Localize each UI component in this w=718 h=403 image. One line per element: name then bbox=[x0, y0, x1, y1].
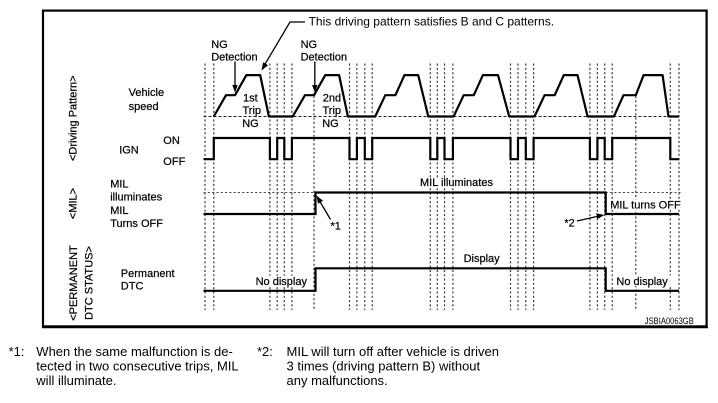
svg-text:ON: ON bbox=[163, 135, 180, 147]
svg-text:speed: speed bbox=[129, 101, 159, 113]
svg-text:Detection: Detection bbox=[301, 52, 347, 64]
svg-text:No display: No display bbox=[616, 276, 668, 288]
svg-text:MIL: MIL bbox=[110, 178, 128, 190]
svg-text:DTC STATUS>: DTC STATUS> bbox=[83, 246, 95, 320]
svg-text:MIL illuminates: MIL illuminates bbox=[420, 177, 493, 189]
svg-text:will illuminate.: will illuminate. bbox=[35, 373, 116, 388]
svg-text:OFF: OFF bbox=[163, 156, 185, 168]
svg-text:JSBIA0063GB: JSBIA0063GB bbox=[645, 316, 694, 326]
svg-text:DTC: DTC bbox=[121, 281, 144, 293]
svg-text:Vehicle: Vehicle bbox=[129, 87, 164, 99]
svg-text:MIL will turn off after vehicl: MIL will turn off after vehicle is drive… bbox=[287, 344, 499, 359]
svg-text:*1:: *1: bbox=[9, 344, 25, 359]
svg-text:This driving pattern satisfies: This driving pattern satisfies B and C p… bbox=[309, 15, 554, 29]
svg-text:MIL turns OFF: MIL turns OFF bbox=[610, 199, 681, 211]
svg-text:any malfunctions.: any malfunctions. bbox=[287, 373, 388, 388]
svg-text:IGN: IGN bbox=[119, 144, 139, 156]
svg-text:Display: Display bbox=[464, 253, 501, 265]
svg-text:NG: NG bbox=[242, 118, 259, 130]
svg-text:tected in two consecutive trip: tected in two consecutive trips, MIL bbox=[36, 359, 238, 374]
svg-text:MIL: MIL bbox=[110, 205, 128, 217]
svg-text:<PERMANENT: <PERMANENT bbox=[68, 245, 80, 321]
svg-text:Trip: Trip bbox=[323, 105, 342, 117]
svg-text:NG: NG bbox=[211, 39, 228, 51]
svg-text:Detection: Detection bbox=[211, 52, 257, 64]
svg-text:Turns OFF: Turns OFF bbox=[110, 218, 163, 230]
svg-text:<MIL>: <MIL> bbox=[68, 188, 80, 219]
svg-text:No display: No display bbox=[256, 276, 308, 288]
svg-text:Trip: Trip bbox=[243, 105, 262, 117]
svg-text:*2:: *2: bbox=[257, 344, 273, 359]
svg-text:illuminates: illuminates bbox=[110, 192, 162, 204]
svg-text:*1: *1 bbox=[331, 221, 341, 233]
svg-text:*2: *2 bbox=[564, 217, 574, 229]
svg-text:1st: 1st bbox=[243, 92, 258, 104]
svg-text:2nd: 2nd bbox=[323, 92, 341, 104]
svg-text:NG: NG bbox=[322, 118, 339, 130]
svg-text:Permanent: Permanent bbox=[121, 268, 175, 280]
svg-text:When the same malfunction is d: When the same malfunction is de- bbox=[36, 344, 233, 359]
svg-text:3 times (driving pattern B) wi: 3 times (driving pattern B) without bbox=[287, 359, 481, 374]
svg-text:NG: NG bbox=[301, 39, 318, 51]
svg-text:<Driving Pattern>: <Driving Pattern> bbox=[68, 75, 80, 161]
